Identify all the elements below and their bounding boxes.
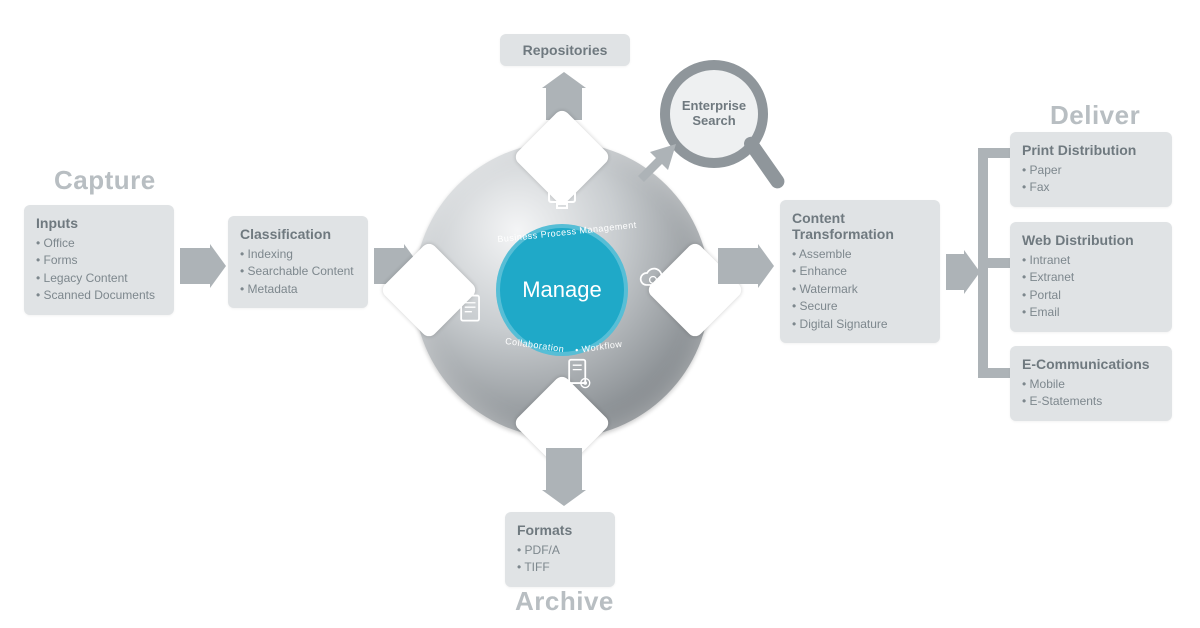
box-ct-item: Secure — [792, 298, 928, 315]
document-search-icon — [454, 292, 488, 326]
arrow-manage-to-formats — [546, 448, 582, 490]
box-print-distribution: Print Distribution Paper Fax — [1010, 132, 1172, 207]
box-inputs-item: Forms — [36, 252, 162, 269]
box-ecom-item: Mobile — [1022, 376, 1160, 393]
box-ecom-title: E-Communications — [1022, 356, 1160, 372]
section-title-archive: Archive — [515, 586, 614, 617]
box-ecom-item: E-Statements — [1022, 393, 1160, 410]
box-inputs-item: Scanned Documents — [36, 287, 162, 304]
box-ct-item: Assemble — [792, 246, 928, 263]
box-print-item: Fax — [1022, 179, 1160, 196]
box-classification: Classification Indexing Searchable Conte… — [228, 216, 368, 308]
box-classification-item: Metadata — [240, 281, 356, 298]
box-inputs-item: Legacy Content — [36, 270, 162, 287]
arrow-manage-to-content — [718, 248, 758, 284]
box-classification-item: Searchable Content — [240, 263, 356, 280]
arrow-manage-to-search — [630, 138, 680, 188]
box-print-item: Paper — [1022, 162, 1160, 179]
box-web-item: Extranet — [1022, 269, 1160, 286]
box-formats-title: Formats — [517, 522, 603, 538]
cloud-gear-icon — [636, 262, 670, 296]
box-formats-item: TIFF — [517, 559, 603, 576]
diagram-stage: Capture Deliver Archive Inputs Office Fo… — [0, 0, 1200, 628]
section-title-deliver: Deliver — [1050, 100, 1140, 131]
box-web-distribution: Web Distribution Intranet Extranet Porta… — [1010, 222, 1172, 332]
box-repositories: Repositories — [500, 34, 630, 66]
box-web-item: Portal — [1022, 287, 1160, 304]
box-inputs-item: Office — [36, 235, 162, 252]
box-web-item: Intranet — [1022, 252, 1160, 269]
enterprise-search-label: Enterprise Search — [670, 99, 758, 129]
box-content-transformation: Content Transformation Assemble Enhance … — [780, 200, 940, 343]
box-web-item: Email — [1022, 304, 1160, 321]
section-title-capture: Capture — [54, 165, 156, 196]
manage-inner-circle: Manage — [496, 224, 628, 356]
box-inputs-title: Inputs — [36, 215, 162, 231]
arrow-content-to-deliver — [946, 254, 964, 290]
box-web-title: Web Distribution — [1022, 232, 1160, 248]
deliver-bracket — [978, 148, 998, 378]
document-gear-icon — [562, 358, 596, 392]
box-classification-title: Classification — [240, 226, 356, 242]
box-ct-item: Watermark — [792, 281, 928, 298]
box-formats-item: PDF/A — [517, 542, 603, 559]
lock-monitor-icon — [545, 178, 579, 212]
box-formats: Formats PDF/A TIFF — [505, 512, 615, 587]
box-classification-item: Indexing — [240, 246, 356, 263]
box-inputs: Inputs Office Forms Legacy Content Scann… — [24, 205, 174, 315]
box-print-title: Print Distribution — [1022, 142, 1160, 158]
magnifier-handle-icon — [741, 134, 787, 191]
box-ct-item: Enhance — [792, 263, 928, 280]
box-e-communications: E-Communications Mobile E-Statements — [1010, 346, 1172, 421]
arrow-inputs-to-classification — [180, 248, 210, 284]
box-ct-item: Digital Signature — [792, 316, 928, 333]
box-repositories-title: Repositories — [512, 42, 618, 58]
box-content-transformation-title: Content Transformation — [792, 210, 928, 242]
manage-label: Manage — [522, 277, 602, 303]
